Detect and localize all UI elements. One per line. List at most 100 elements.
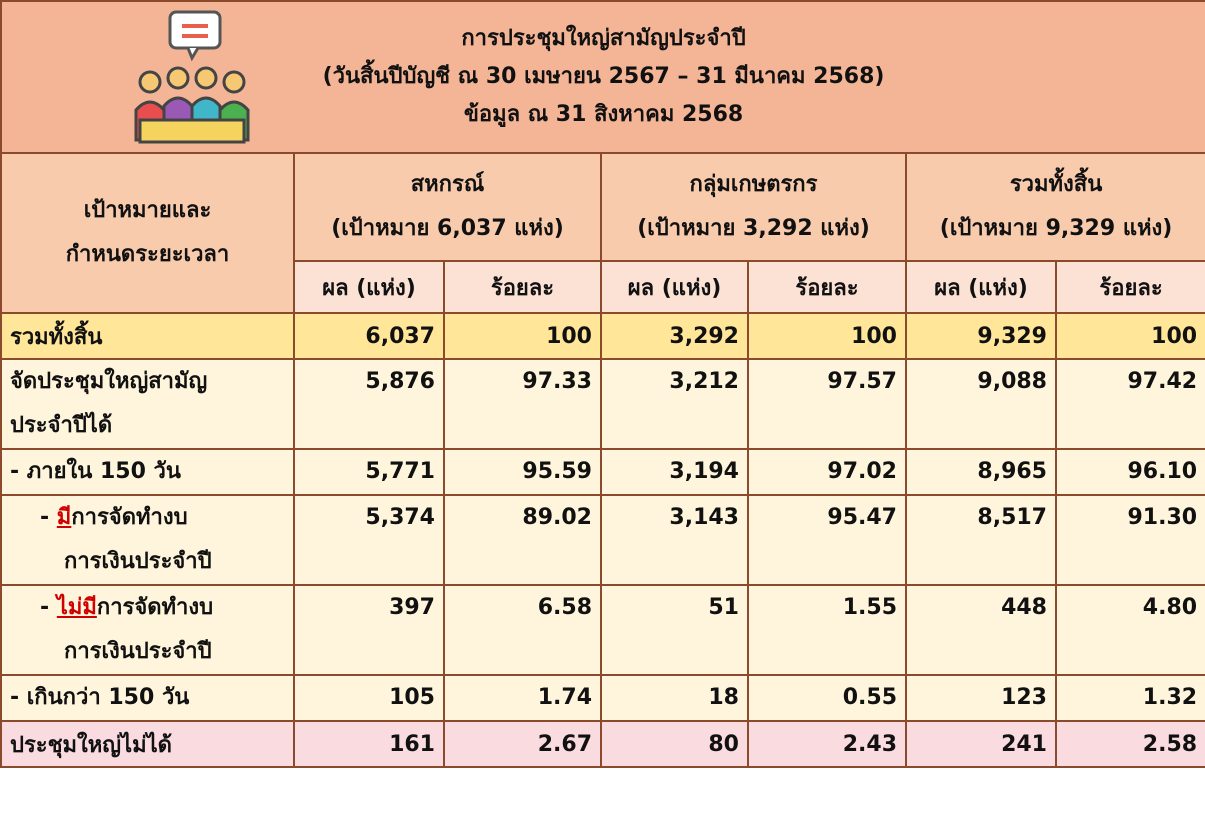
label-text: - bbox=[40, 595, 57, 620]
header-line: รวมทั้งสิ้น bbox=[1009, 172, 1103, 197]
label-line: - ไม่มีการจัดทำงบ bbox=[10, 586, 285, 630]
label-line: - ภายใน 150 วัน bbox=[10, 459, 181, 484]
value-cell: 6.58 bbox=[443, 584, 602, 676]
title-cell: การประชุมใหญ่สามัญประจำปี (วันสิ้นปีบัญชี… bbox=[0, 0, 1205, 154]
value-cell: 100 bbox=[443, 312, 602, 360]
value-cell: 448 bbox=[905, 584, 1057, 676]
sub-header: ผล (แห่ง) bbox=[905, 260, 1057, 314]
meeting-icon bbox=[134, 10, 250, 144]
emphasis-text: ไม่มี bbox=[56, 595, 97, 620]
sub-header: ร้อยละ bbox=[747, 260, 907, 314]
value-cell: 2.67 bbox=[443, 720, 602, 768]
row-label: - มีการจัดทำงบการเงินประจำปี bbox=[0, 494, 295, 586]
title-line: (วันสิ้นปีบัญชี ณ 30 เมษายน 2567 – 31 มี… bbox=[322, 64, 885, 89]
sub-header: ร้อยละ bbox=[1054, 260, 1205, 314]
header-line: กำหนดระยะเวลา bbox=[65, 242, 230, 267]
value-cell: 5,374 bbox=[293, 494, 445, 586]
sub-header: ผล (แห่ง) bbox=[600, 260, 749, 314]
value-cell: 6,037 bbox=[293, 312, 445, 360]
group-header-row: เป้าหมายและกำหนดระยะเวลา สหกรณ์ (เป้าหมาย … bbox=[0, 152, 1205, 314]
label-line: รวมทั้งสิ้น bbox=[10, 324, 103, 350]
value-cell: 105 bbox=[293, 674, 445, 722]
value-cell: 3,194 bbox=[600, 448, 749, 496]
value-cell: 1.55 bbox=[747, 584, 907, 676]
value-cell: 9,088 bbox=[905, 358, 1057, 450]
value-cell: 18 bbox=[600, 674, 749, 722]
value-cell: 3,143 bbox=[600, 494, 749, 586]
value-cell: 161 bbox=[293, 720, 445, 768]
value-cell: 97.57 bbox=[747, 358, 907, 450]
label-line: - มีการจัดทำงบ bbox=[10, 496, 285, 540]
data-row: - มีการจัดทำงบ การเงินประจำปี 5,374 89.02 3,… bbox=[0, 494, 1205, 586]
label-text: การจัดทำงบ bbox=[96, 595, 214, 620]
value-cell: 100 bbox=[1054, 312, 1205, 360]
corner-header: เป้าหมายและกำหนดระยะเวลา bbox=[0, 152, 295, 314]
value-cell: 397 bbox=[293, 584, 445, 676]
value-cell: 8,517 bbox=[905, 494, 1057, 586]
row-label: - เกินกว่า 150 วัน bbox=[0, 674, 295, 722]
header-line: สหกรณ์ bbox=[410, 172, 485, 197]
data-row: จัดประชุมใหญ่สามัญ ประจำปีได้ 5,876 97.33 3,… bbox=[0, 358, 1205, 450]
value-cell: 4.80 bbox=[1054, 584, 1205, 676]
row-label: ประชุมใหญ่ไม่ได้ bbox=[0, 720, 295, 768]
value-cell: 1.32 bbox=[1054, 674, 1205, 722]
label-text: - bbox=[40, 505, 57, 530]
header-line: (เป้าหมาย 3,292 แห่ง) bbox=[637, 216, 870, 241]
header-line: กลุ่มเกษตรกร bbox=[689, 172, 818, 197]
title-line: ข้อมูล ณ 31 สิงหาคม 2568 bbox=[463, 102, 744, 127]
row-label: - ไม่มีการจัดทำงบการเงินประจำปี bbox=[0, 584, 295, 676]
value-cell: 3,292 bbox=[600, 312, 749, 360]
value-cell: 2.58 bbox=[1054, 720, 1205, 768]
value-cell: 95.59 bbox=[443, 448, 602, 496]
sub-header: ร้อยละ bbox=[443, 260, 602, 314]
value-cell: 95.47 bbox=[747, 494, 907, 586]
label-line: ประจำปีได้ bbox=[10, 413, 113, 438]
row-label: จัดประชุมใหญ่สามัญประจำปีได้ bbox=[0, 358, 295, 450]
group-header: รวมทั้งสิ้น (เป้าหมาย 9,329 แห่ง) bbox=[904, 152, 1205, 262]
value-cell: 3,212 bbox=[600, 358, 749, 450]
title-row: การประชุมใหญ่สามัญประจำปี (วันสิ้นปีบัญชี… bbox=[0, 0, 1205, 154]
value-cell: 97.33 bbox=[443, 358, 602, 450]
value-cell: 100 bbox=[747, 312, 907, 360]
value-cell: 9,329 bbox=[905, 312, 1057, 360]
row-label: - ภายใน 150 วัน bbox=[0, 448, 295, 496]
label-line: ประชุมใหญ่ไม่ได้ bbox=[10, 732, 172, 758]
value-cell: 5,771 bbox=[293, 448, 445, 496]
sub-header-row: ผล (แห่ง) ร้อยละ ผล (แห่ง) ร้อยละ ผล (แห่ง) ร… bbox=[1, 260, 1205, 314]
agm-table: การประชุมใหญ่สามัญประจำปี (วันสิ้นปีบัญชี… bbox=[0, 0, 1205, 768]
value-cell: 5,876 bbox=[293, 358, 445, 450]
data-row: ประชุมใหญ่ไม่ได้ 161 2.67 80 2.43 241 2.58 bbox=[0, 720, 1205, 768]
label-line: การเงินประจำปี bbox=[64, 639, 212, 664]
label-text: การจัดทำงบ bbox=[71, 505, 188, 530]
data-row: - ไม่มีการจัดทำงบ การเงินประจำปี 397 6.58 51… bbox=[0, 584, 1205, 676]
header-line: (เป้าหมาย 6,037 แห่ง) bbox=[331, 216, 564, 241]
title-line: การประชุมใหญ่สามัญประจำปี bbox=[461, 26, 746, 51]
value-cell: 97.42 bbox=[1054, 358, 1205, 450]
data-row: - ภายใน 150 วัน 5,771 95.59 3,194 97.02 8,965… bbox=[0, 448, 1205, 496]
group-header: กลุ่มเกษตรกร (เป้าหมาย 3,292 แห่ง) bbox=[600, 152, 907, 262]
label-line: จัดประชุมใหญ่สามัญ bbox=[10, 369, 208, 394]
value-cell: 97.02 bbox=[747, 448, 907, 496]
value-cell: 8,965 bbox=[905, 448, 1057, 496]
value-cell: 96.10 bbox=[1054, 448, 1205, 496]
data-row: รวมทั้งสิ้น 6,037 100 3,292 100 9,329 100 bbox=[0, 312, 1205, 360]
group-header: สหกรณ์ (เป้าหมาย 6,037 แห่ง) bbox=[293, 152, 602, 262]
value-cell: 241 bbox=[905, 720, 1057, 768]
value-cell: 89.02 bbox=[443, 494, 602, 586]
label-line: - เกินกว่า 150 วัน bbox=[10, 685, 190, 710]
header-line: (เป้าหมาย 9,329 แห่ง) bbox=[939, 216, 1173, 241]
sub-header: ผล (แห่ง) bbox=[293, 260, 445, 314]
value-cell: 123 bbox=[905, 674, 1057, 722]
data-row: - เกินกว่า 150 วัน 105 1.74 18 0.55 123 1.32 bbox=[0, 674, 1205, 722]
header-line: เป้าหมายและ bbox=[83, 198, 212, 223]
value-cell: 0.55 bbox=[747, 674, 907, 722]
row-label: รวมทั้งสิ้น bbox=[0, 312, 295, 360]
label-line: การเงินประจำปี bbox=[64, 549, 212, 574]
value-cell: 91.30 bbox=[1054, 494, 1205, 586]
value-cell: 51 bbox=[600, 584, 749, 676]
value-cell: 2.43 bbox=[747, 720, 907, 768]
value-cell: 80 bbox=[600, 720, 749, 768]
emphasis-text: มี bbox=[56, 505, 72, 530]
value-cell: 1.74 bbox=[443, 674, 602, 722]
